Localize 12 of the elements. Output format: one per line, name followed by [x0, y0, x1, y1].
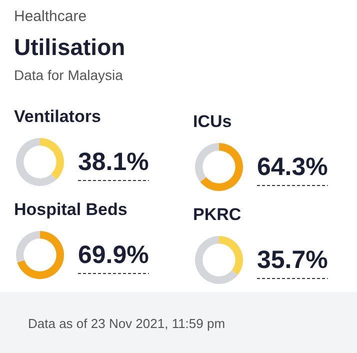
- chart-title: Ventilators: [14, 107, 101, 127]
- data-label: 38.1%: [78, 148, 149, 176]
- text: Healthcare: [14, 8, 87, 25]
- chart-title: Hospital Beds: [14, 200, 128, 220]
- data-label: 64.3%: [257, 152, 328, 181]
- text: Utilisation: [14, 34, 126, 61]
- chart-title: ICUs: [193, 112, 232, 132]
- chart-title: PKRC: [193, 205, 242, 225]
- data-label: 35.7%: [257, 246, 328, 274]
- text: Data for Malaysia: [14, 67, 123, 83]
- data-label: 69.9%: [78, 240, 149, 269]
- text: Data as of 23 Nov 2021, 11:59 pm: [28, 316, 226, 331]
